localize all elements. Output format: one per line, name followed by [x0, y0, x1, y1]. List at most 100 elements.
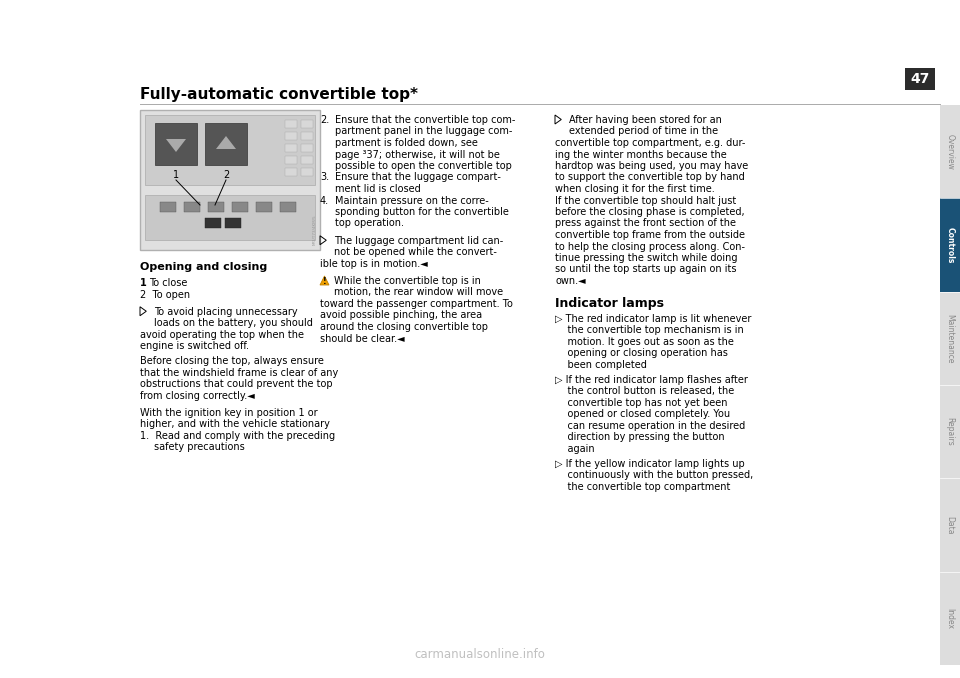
Text: ment lid is closed: ment lid is closed — [335, 184, 420, 194]
Text: that the windshield frame is clear of any: that the windshield frame is clear of an… — [140, 367, 338, 378]
Bar — [285, 120, 297, 128]
Text: Repairs: Repairs — [946, 417, 954, 446]
Bar — [940, 572, 960, 665]
Text: ▷ The red indicator lamp is lit whenever: ▷ The red indicator lamp is lit whenever — [555, 314, 752, 324]
Text: around the closing convertible top: around the closing convertible top — [320, 322, 488, 332]
Text: After having been stored for an: After having been stored for an — [569, 115, 722, 125]
Text: top operation.: top operation. — [335, 218, 404, 228]
Text: possible to open the convertible top: possible to open the convertible top — [335, 161, 512, 171]
Text: Data: Data — [946, 516, 954, 534]
Text: to support the convertible top by hand: to support the convertible top by hand — [555, 172, 745, 182]
Bar — [940, 385, 960, 479]
Bar — [301, 120, 313, 128]
Text: While the convertible top is in: While the convertible top is in — [334, 276, 481, 286]
Bar — [145, 195, 315, 240]
Bar — [301, 132, 313, 140]
Text: 2.: 2. — [320, 115, 329, 125]
Text: partment is folded down, see: partment is folded down, see — [335, 138, 478, 148]
Text: 1: 1 — [173, 170, 180, 180]
Text: opening or closing operation has: opening or closing operation has — [555, 348, 728, 359]
Bar — [301, 144, 313, 152]
Bar — [160, 202, 176, 212]
Bar — [205, 123, 247, 165]
Bar — [280, 202, 296, 212]
Text: 1.  Read and comply with the preceding: 1. Read and comply with the preceding — [140, 431, 335, 441]
Text: 2: 2 — [223, 170, 229, 180]
Text: 2  To open: 2 To open — [140, 290, 190, 300]
Bar — [301, 156, 313, 164]
Text: tinue pressing the switch while doing: tinue pressing the switch while doing — [555, 253, 737, 263]
Text: can resume operation in the desired: can resume operation in the desired — [555, 421, 745, 431]
Text: when closing it for the first time.: when closing it for the first time. — [555, 184, 715, 194]
Text: direction by pressing the button: direction by pressing the button — [555, 433, 725, 443]
Text: Ensure that the luggage compart-: Ensure that the luggage compart- — [335, 172, 501, 182]
Text: before the closing phase is completed,: before the closing phase is completed, — [555, 207, 745, 217]
Text: Indicator lamps: Indicator lamps — [555, 297, 664, 310]
Text: engine is switched off.: engine is switched off. — [140, 341, 249, 351]
Text: To close: To close — [149, 278, 187, 288]
Bar — [225, 218, 241, 228]
Bar — [905, 68, 935, 90]
Text: to help the closing process along. Con-: to help the closing process along. Con- — [555, 241, 745, 252]
Text: ▷ If the red indicator lamp flashes after: ▷ If the red indicator lamp flashes afte… — [555, 375, 748, 385]
Text: loads on the battery, you should: loads on the battery, you should — [154, 318, 313, 328]
Text: the convertible top compartment: the convertible top compartment — [555, 482, 731, 492]
Bar — [940, 292, 960, 385]
Text: ible top is in motion.◄: ible top is in motion.◄ — [320, 259, 428, 268]
Text: hardtop was being used, you may have: hardtop was being used, you may have — [555, 161, 748, 171]
Text: sponding button for the convertible: sponding button for the convertible — [335, 207, 509, 217]
Bar — [285, 168, 297, 176]
Text: obstructions that could prevent the top: obstructions that could prevent the top — [140, 379, 332, 389]
Bar — [145, 115, 315, 185]
Text: safety precautions: safety precautions — [154, 443, 245, 452]
Text: convertible top compartment, e.g. dur-: convertible top compartment, e.g. dur- — [555, 138, 745, 148]
Text: If the convertible top should halt just: If the convertible top should halt just — [555, 195, 736, 205]
Text: Overview: Overview — [946, 134, 954, 170]
Bar — [940, 105, 960, 199]
Bar — [301, 168, 313, 176]
Text: !: ! — [323, 277, 326, 286]
Text: continuously with the button pressed,: continuously with the button pressed, — [555, 471, 754, 480]
Bar — [940, 479, 960, 572]
Text: ▷ If the yellow indicator lamp lights up: ▷ If the yellow indicator lamp lights up — [555, 459, 745, 469]
Text: The luggage compartment lid can-: The luggage compartment lid can- — [334, 236, 503, 245]
Text: Controls: Controls — [946, 227, 954, 263]
Text: page ³37; otherwise, it will not be: page ³37; otherwise, it will not be — [335, 150, 500, 159]
Text: Maintenance: Maintenance — [946, 314, 954, 363]
Bar — [940, 199, 960, 292]
Bar — [184, 202, 200, 212]
Polygon shape — [166, 139, 186, 152]
Text: Maintain pressure on the corre-: Maintain pressure on the corre- — [335, 195, 489, 205]
Text: again: again — [555, 444, 594, 454]
Text: the convertible top mechanism is in: the convertible top mechanism is in — [555, 325, 744, 336]
Bar — [285, 132, 297, 140]
Text: 3.: 3. — [320, 172, 329, 182]
Bar — [232, 202, 248, 212]
Text: Fully-automatic convertible top*: Fully-automatic convertible top* — [140, 87, 418, 102]
Text: motion. It goes out as soon as the: motion. It goes out as soon as the — [555, 337, 733, 347]
Text: extended period of time in the: extended period of time in the — [569, 127, 718, 136]
Text: convertible top frame from the outside: convertible top frame from the outside — [555, 230, 745, 240]
Text: avoid possible pinching, the area: avoid possible pinching, the area — [320, 311, 482, 321]
Text: should be clear.◄: should be clear.◄ — [320, 334, 404, 344]
Text: To avoid placing unnecessary: To avoid placing unnecessary — [154, 306, 298, 317]
Bar — [256, 202, 272, 212]
Polygon shape — [320, 276, 329, 285]
Text: press against the front section of the: press against the front section of the — [555, 218, 736, 228]
Text: 47: 47 — [910, 72, 929, 86]
Text: Opening and closing: Opening and closing — [140, 262, 267, 272]
Text: carmanualsonline.info: carmanualsonline.info — [415, 648, 545, 662]
Text: With the ignition key in position 1 or: With the ignition key in position 1 or — [140, 408, 318, 418]
Text: from closing correctly.◄: from closing correctly.◄ — [140, 391, 254, 401]
Text: motion, the rear window will move: motion, the rear window will move — [334, 287, 503, 298]
Text: Index: Index — [946, 608, 954, 629]
Bar — [285, 144, 297, 152]
Text: so until the top starts up again on its: so until the top starts up again on its — [555, 264, 736, 275]
Text: opened or closed completely. You: opened or closed completely. You — [555, 410, 731, 420]
Text: toward the passenger compartment. To: toward the passenger compartment. To — [320, 299, 513, 309]
Text: ing the winter months because the: ing the winter months because the — [555, 150, 727, 159]
Bar — [208, 202, 224, 212]
Text: not be opened while the convert-: not be opened while the convert- — [334, 247, 497, 257]
Text: 1: 1 — [140, 278, 147, 288]
Polygon shape — [216, 136, 236, 149]
